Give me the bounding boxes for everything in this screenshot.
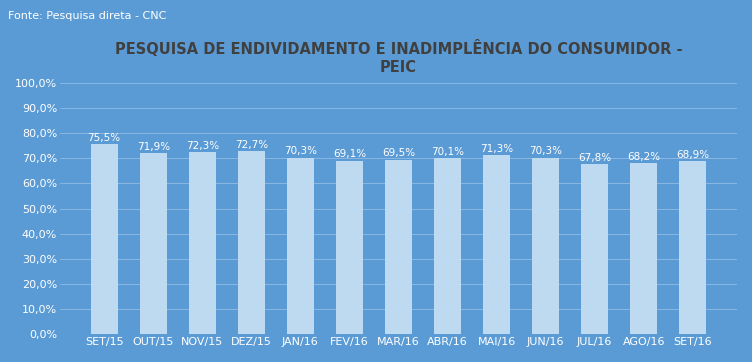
Text: 70,3%: 70,3%	[284, 146, 317, 156]
Bar	[679, 161, 706, 334]
Bar	[189, 152, 216, 334]
Text: 72,7%: 72,7%	[235, 140, 268, 150]
Text: 75,5%: 75,5%	[87, 133, 121, 143]
Title: PESQUISA DE ENDIVIDAMENTO E INADIMPLÊNCIA DO CONSUMIDOR -
PEIC: PESQUISA DE ENDIVIDAMENTO E INADIMPLÊNCI…	[115, 40, 682, 75]
Text: 68,9%: 68,9%	[676, 150, 709, 160]
Bar	[385, 160, 412, 334]
Bar	[287, 157, 314, 334]
Text: 71,9%: 71,9%	[137, 142, 170, 152]
Bar	[238, 151, 265, 334]
Bar	[581, 164, 608, 334]
Bar	[630, 163, 657, 334]
Text: 70,1%: 70,1%	[431, 147, 464, 157]
Text: 67,8%: 67,8%	[578, 152, 611, 163]
Bar	[434, 158, 461, 334]
Text: 69,5%: 69,5%	[382, 148, 415, 158]
Bar	[336, 160, 363, 334]
Bar	[483, 155, 510, 334]
Text: Fonte: Pesquisa direta - CNC: Fonte: Pesquisa direta - CNC	[8, 11, 166, 21]
Bar	[140, 153, 167, 334]
Text: 70,3%: 70,3%	[529, 146, 562, 156]
Text: 72,3%: 72,3%	[186, 141, 219, 151]
Text: 68,2%: 68,2%	[627, 152, 660, 161]
Bar	[91, 144, 117, 334]
Text: 71,3%: 71,3%	[480, 144, 513, 154]
Bar	[532, 157, 559, 334]
Text: 69,1%: 69,1%	[333, 149, 366, 159]
